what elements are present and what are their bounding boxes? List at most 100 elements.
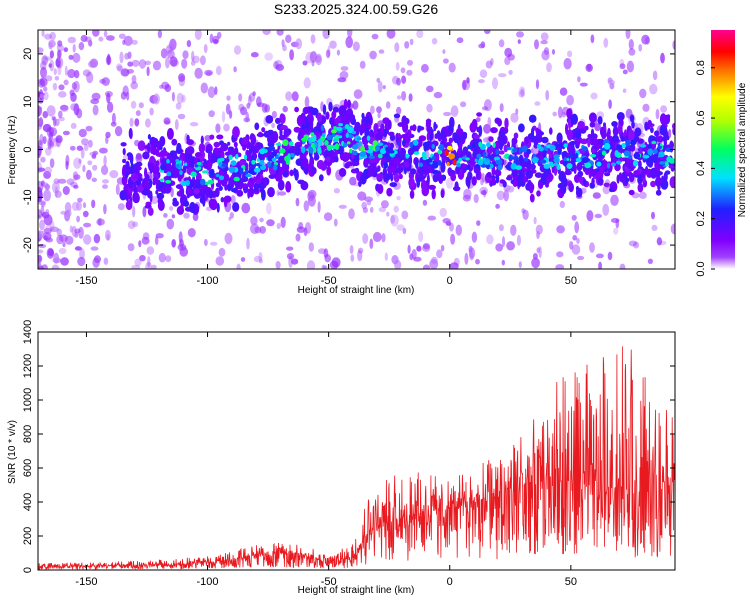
- spectrogram-noise-cell: [386, 211, 390, 217]
- spectrogram-noise-cell: [660, 105, 668, 113]
- spectrogram-band-cell: [224, 151, 232, 156]
- spectrogram-noise-cell: [409, 38, 414, 46]
- spectrogram-band-cell: [171, 138, 178, 146]
- spectrogram-peak-cell: [324, 140, 329, 146]
- spectrogram-band-cell: [469, 122, 477, 133]
- spectrogram-peak-cell: [515, 165, 523, 171]
- spectrogram-noise-cell: [74, 228, 81, 234]
- spectrogram-noise-cell: [607, 251, 613, 261]
- spectrogram-noise-cell: [362, 207, 368, 214]
- snr-ytick-label: 1200: [22, 354, 34, 378]
- spectrogram-band-cell: [564, 170, 572, 176]
- spectrogram-band-cell: [227, 141, 231, 146]
- spectrogram-band-cell: [433, 121, 437, 132]
- spectrogram-band-cell: [133, 163, 138, 175]
- spectrogram-noise-cell: [163, 117, 171, 125]
- spectrogram-noise-cell: [45, 147, 52, 156]
- spectrogram-noise-cell: [569, 241, 574, 250]
- spectrogram-peak-cell: [338, 123, 343, 127]
- spectrogram-noise-cell: [169, 56, 178, 67]
- spectrogram-noise-cell: [280, 216, 286, 228]
- spectrogram-band-cell: [209, 199, 218, 211]
- spectrogram-noise-cell: [264, 52, 274, 61]
- spectrogram-band-cell: [578, 128, 587, 134]
- spectrogram-band-cell: [355, 125, 361, 131]
- spectrogram-peak-cell: [259, 160, 265, 165]
- spectrogram-noise-cell: [628, 48, 636, 56]
- spectrogram-peak-cell: [557, 148, 562, 155]
- spectrogram-band-cell: [382, 117, 390, 124]
- spectrogram-band-cell: [393, 113, 401, 119]
- spectrogram-noise-cell: [416, 30, 424, 39]
- spectrogram-peak-cell: [271, 157, 277, 162]
- spectrogram-peak-cell: [483, 160, 490, 165]
- spectrogram-noise-cell: [51, 116, 55, 121]
- spectrogram-peak-cell: [405, 153, 410, 159]
- spectrogram-noise-cell: [484, 30, 491, 35]
- spectrogram-noise-cell: [318, 248, 326, 254]
- spectrogram-peak-cell: [402, 139, 406, 147]
- spectrogram-band-cell: [414, 158, 419, 169]
- spectrogram-band-cell: [389, 142, 394, 149]
- spectrogram-band-cell: [396, 167, 404, 173]
- spectrogram-band-cell: [473, 134, 480, 140]
- spectrogram-noise-cell: [44, 33, 52, 40]
- spectrogram-noise-cell: [634, 122, 638, 128]
- spectrogram-noise-cell: [590, 34, 595, 44]
- spectrogram-noise-cell: [371, 33, 379, 40]
- spectrogram-band-cell: [338, 145, 344, 155]
- spectrogram-noise-cell: [431, 256, 438, 264]
- spectrogram-noise-cell: [647, 258, 654, 264]
- spectrogram-band-cell: [314, 154, 320, 161]
- spectrogram-noise-cell: [83, 234, 92, 245]
- spectrogram-band-cell: [631, 121, 635, 129]
- spectrogram-band-cell: [277, 179, 285, 191]
- spectrogram-peak-cell: [383, 162, 389, 169]
- spectrogram-band-cell: [188, 158, 192, 165]
- spectrogram-noise-cell: [426, 85, 434, 93]
- spectrogram-noise-cell: [76, 145, 83, 151]
- spectrogram-noise-cell: [660, 52, 665, 64]
- spectrogram-noise-cell: [68, 54, 74, 60]
- spectrogram-noise-cell: [38, 180, 44, 193]
- spectrogram-noise-cell: [271, 110, 277, 119]
- spectrogram-noise-cell: [422, 264, 431, 269]
- spectrogram-band-cell: [338, 105, 347, 117]
- spectrogram-noise-cell: [384, 252, 388, 261]
- spectrogram-peak-cell: [668, 158, 675, 164]
- spectrogram-peak-cell: [653, 148, 658, 154]
- snr-frame: [37, 331, 676, 571]
- spectrogram-noise-cell: [264, 104, 271, 113]
- spectrogram-noise-cell: [381, 200, 389, 209]
- spectrogram-band-cell: [309, 119, 314, 130]
- spectrogram-peak-cell: [397, 140, 401, 147]
- spectrogram-peak-cell: [160, 164, 167, 171]
- spectrogram-noise-cell: [303, 77, 311, 89]
- spectrogram-noise-cell: [404, 41, 410, 49]
- spectrogram-band-cell: [503, 126, 509, 134]
- spectrogram-noise-cell: [445, 177, 454, 189]
- spectrogram-band-cell: [434, 133, 439, 140]
- spectrogram-band-cell: [253, 152, 257, 162]
- spectrogram-band-cell: [301, 157, 309, 168]
- spectrogram-noise-cell: [124, 52, 130, 60]
- colorbar: 0.0 0.2 0.4 0.6 0.8 Normalized spectral ampl…: [695, 30, 748, 277]
- spectrogram-band-cell: [301, 123, 305, 130]
- spectrogram-noise-cell: [357, 247, 364, 254]
- spectrogram-noise-cell: [622, 88, 627, 93]
- spectrogram-noise-cell: [364, 196, 373, 202]
- spectrogram-band-cell: [347, 99, 351, 109]
- spectrogram-band-cell: [389, 182, 398, 188]
- spectrogram-band-cell: [254, 122, 260, 131]
- spectrogram-noise-cell: [607, 79, 615, 86]
- spectrogram-band-cell: [624, 160, 631, 168]
- spectrogram-noise-cell: [471, 231, 478, 243]
- spectrogram-peak-cell: [497, 164, 503, 171]
- spectrogram-noise-cell: [79, 248, 85, 260]
- spectrogram-noise-cell: [183, 212, 190, 219]
- spectrogram-peak-cell: [438, 144, 444, 151]
- spectrogram-noise-cell: [83, 222, 92, 228]
- spectrogram-noise-cell: [67, 36, 77, 44]
- spectrogram-band-cell: [624, 177, 630, 183]
- spectrogram-band-cell: [318, 174, 324, 182]
